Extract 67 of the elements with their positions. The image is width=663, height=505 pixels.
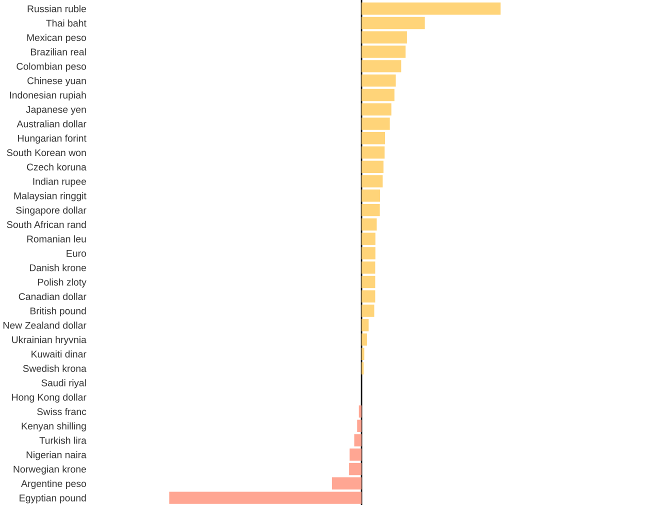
bar	[362, 304, 374, 317]
y-tick-label: Canadian dollar	[18, 292, 86, 300]
y-tick-label: Russian ruble	[28, 5, 86, 12]
bar	[358, 405, 362, 418]
y-tick-label: Swedish krona	[23, 364, 86, 372]
bar	[362, 218, 377, 231]
bar	[362, 232, 376, 245]
bar	[362, 160, 384, 174]
y-tick-label: Hong Kong dollar	[12, 394, 86, 403]
y-tick-label: Indonesian rupiah	[10, 91, 86, 100]
y-tick-label: Euro	[66, 250, 86, 257]
bar	[362, 190, 380, 202]
y-tick-label: Mexican peso	[27, 34, 86, 43]
bar	[362, 247, 376, 260]
bar	[362, 261, 376, 274]
y-tick-label: Thai baht	[46, 19, 86, 27]
y-tick-label: Czech koruna	[26, 163, 86, 171]
bar	[354, 434, 362, 446]
bar	[349, 462, 362, 476]
y-tick-label: Malaysian ringgit	[14, 192, 86, 202]
bar	[362, 276, 376, 288]
bar	[350, 448, 362, 461]
y-tick-label: Australian dollar	[16, 120, 86, 128]
y-tick-label: Colombian peso	[16, 62, 86, 72]
y-tick-label: Kenyan shilling	[22, 422, 86, 432]
bar	[362, 31, 407, 44]
y-tick-label: Turkish lira	[39, 436, 86, 444]
y-tick-label: Indian rupee	[33, 178, 86, 187]
y-tick-label: Chinese yuan	[27, 77, 86, 86]
y-tick-label: Argentine peso	[21, 480, 86, 489]
bar	[362, 118, 390, 130]
y-tick-label: Ukrainian hryvnia	[12, 336, 86, 346]
y-tick-label: Nigerian naira	[26, 451, 86, 460]
bar	[362, 132, 386, 144]
bar	[357, 420, 362, 432]
bar	[362, 319, 369, 332]
y-tick-label: Polish zloty	[38, 278, 86, 288]
bar	[362, 88, 394, 102]
bar	[362, 348, 364, 360]
y-tick-label: South Korean won	[6, 148, 86, 156]
y-tick-label: Swiss franc	[37, 408, 86, 416]
bar	[362, 333, 367, 346]
y-tick-label: Singapore dollar	[16, 206, 86, 216]
bar	[362, 46, 406, 58]
y-tick-label: British pound	[30, 307, 86, 316]
bar	[362, 146, 385, 159]
bar	[362, 204, 380, 216]
bar	[362, 60, 402, 72]
bar	[362, 290, 376, 302]
y-tick-label: South African rand	[6, 220, 86, 228]
bar	[169, 492, 362, 504]
y-tick-label: Brazilian real	[31, 48, 86, 56]
y-tick-label: Danish krone	[30, 264, 86, 272]
y-tick-label: Japanese yen	[26, 106, 86, 115]
y-tick-label: Norwegian krone	[14, 466, 86, 475]
bar	[362, 2, 501, 15]
y-tick-label: New Zealand dollar	[3, 322, 86, 329]
bar	[362, 74, 396, 87]
y-tick-label: Egyptian pound	[20, 494, 86, 504]
y-tick-label: Hungarian forint	[18, 134, 86, 144]
y-tick-label: Saudi riyal	[41, 379, 86, 388]
bar	[332, 477, 362, 490]
y-tick-label: Kuwaiti dinar	[32, 350, 86, 358]
y-tick-label: Romanian leu	[27, 235, 86, 242]
bar	[362, 175, 383, 188]
bar	[362, 103, 392, 116]
bar	[362, 16, 425, 30]
